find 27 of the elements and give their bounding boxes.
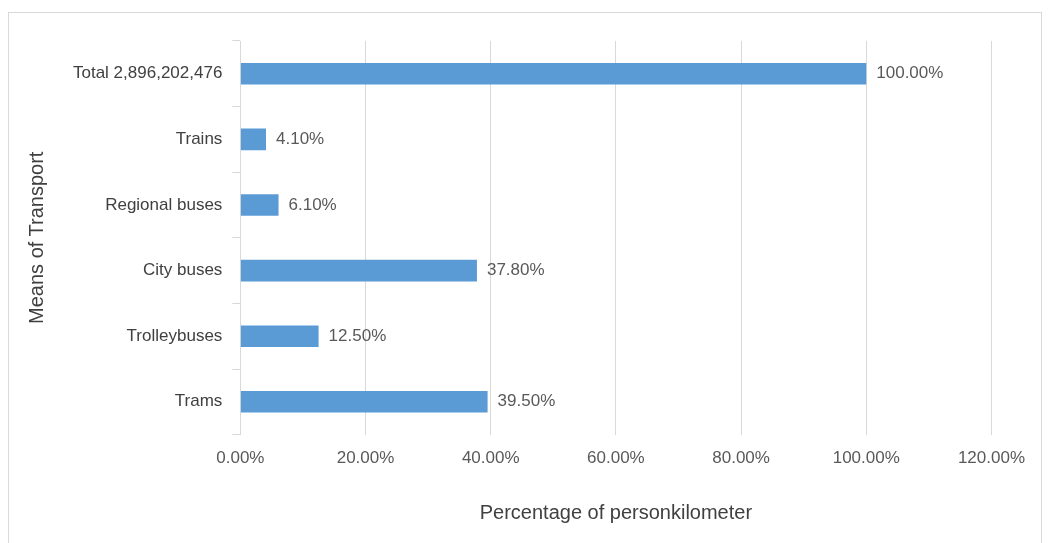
data-label: 12.50% [328,325,387,345]
bar [240,325,319,348]
x-tick-label: 120.00% [957,448,1026,468]
x-tick-label: 100.00% [832,448,900,468]
bar [240,128,267,151]
x-axis-title: Percentage of personkilometer [479,500,753,523]
data-label: 39.50% [497,391,556,411]
x-tick-label: 80.00% [712,448,770,468]
y-axis-title: Means of Transport [24,151,47,324]
x-tick-label: 20.00% [336,448,395,468]
y-tick-label: Trolleybuses [126,325,223,345]
x-tick-label: 40.00% [461,448,520,468]
y-tick-label: Regional buses [105,194,223,214]
y-tick-label: Trains [175,129,223,149]
data-label: 37.80% [486,260,545,280]
bar [240,390,488,413]
data-label: 100.00% [876,63,944,83]
bar [240,194,279,216]
x-tick-label: 0.00% [216,448,265,468]
bar [240,259,477,282]
bar [240,62,867,85]
data-label: 6.10% [288,194,337,214]
y-tick-label: City buses [142,260,223,280]
x-tick-label: 60.00% [587,448,645,468]
data-label: 4.10% [276,129,325,149]
y-tick-label: Trams [174,391,223,411]
y-tick-label: Total 2,896,202,476 [72,63,223,83]
